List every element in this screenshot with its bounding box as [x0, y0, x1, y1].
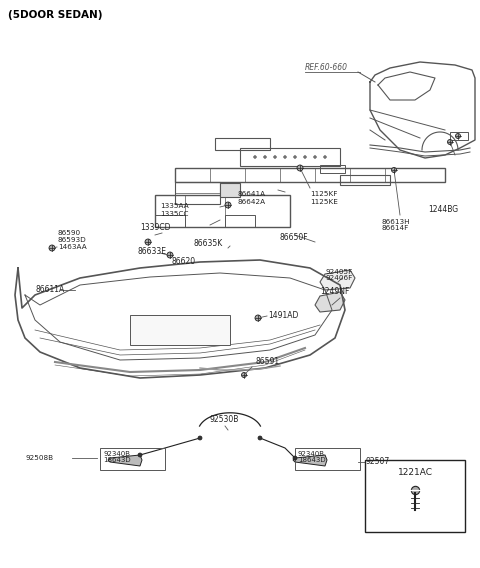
- Circle shape: [138, 453, 142, 457]
- Polygon shape: [293, 455, 327, 466]
- Bar: [155, 195, 290, 227]
- Bar: [155, 215, 185, 227]
- Text: 86650F: 86650F: [280, 233, 309, 243]
- Text: 86590
86593D
1463AA: 86590 86593D 1463AA: [58, 230, 87, 250]
- Text: 86591: 86591: [255, 357, 279, 366]
- Circle shape: [297, 165, 303, 171]
- Bar: [225, 215, 255, 227]
- Polygon shape: [315, 292, 345, 312]
- Circle shape: [225, 202, 231, 208]
- Text: 1491AD: 1491AD: [268, 311, 299, 319]
- Bar: [215, 138, 270, 150]
- Bar: [240, 148, 340, 166]
- Bar: [295, 448, 360, 470]
- Circle shape: [145, 239, 151, 245]
- Circle shape: [241, 373, 247, 378]
- Text: 1221AC: 1221AC: [397, 468, 432, 477]
- Circle shape: [264, 156, 266, 158]
- Text: 1335AA
1335CC: 1335AA 1335CC: [160, 203, 189, 216]
- Text: 92340B
18643D: 92340B 18643D: [103, 450, 131, 463]
- Circle shape: [392, 168, 396, 173]
- Bar: [175, 182, 220, 204]
- Text: 92340B
18643D: 92340B 18643D: [298, 450, 325, 463]
- Circle shape: [255, 315, 261, 321]
- Text: REF.60-660: REF.60-660: [305, 64, 348, 73]
- Text: 1339CD: 1339CD: [140, 223, 170, 232]
- Circle shape: [294, 156, 296, 158]
- Text: 86611A: 86611A: [35, 286, 64, 294]
- Circle shape: [167, 252, 173, 258]
- Circle shape: [304, 156, 306, 158]
- Polygon shape: [108, 455, 142, 466]
- Circle shape: [324, 156, 326, 158]
- Circle shape: [274, 156, 276, 158]
- Text: 86635K: 86635K: [193, 239, 222, 248]
- Circle shape: [293, 456, 297, 460]
- Circle shape: [254, 156, 256, 158]
- Text: 86620: 86620: [172, 257, 196, 266]
- Circle shape: [49, 245, 55, 251]
- Text: 86613H
86614F: 86613H 86614F: [382, 219, 410, 232]
- Text: 92530B: 92530B: [210, 416, 240, 424]
- Bar: [220, 183, 240, 197]
- Circle shape: [456, 133, 460, 139]
- Bar: [365, 460, 465, 532]
- Text: 92405F
92406F: 92405F 92406F: [325, 269, 352, 282]
- Text: 1244BG: 1244BG: [428, 206, 458, 215]
- Text: 1249NF: 1249NF: [320, 287, 349, 296]
- Circle shape: [284, 156, 286, 158]
- Text: 86633E: 86633E: [137, 248, 166, 257]
- Text: 86641A
86642A: 86641A 86642A: [238, 191, 266, 204]
- Text: 1125KF
1125KE: 1125KF 1125KE: [310, 191, 338, 204]
- Circle shape: [314, 156, 316, 158]
- Text: 92508B: 92508B: [25, 455, 53, 461]
- Circle shape: [198, 436, 202, 440]
- Polygon shape: [320, 270, 355, 290]
- Bar: [340, 175, 390, 185]
- Bar: [450, 132, 468, 140]
- Circle shape: [258, 436, 262, 440]
- Bar: [130, 315, 230, 345]
- Circle shape: [447, 140, 453, 144]
- Bar: [175, 168, 445, 182]
- Bar: [320, 165, 345, 173]
- Bar: [100, 448, 165, 470]
- Text: (5DOOR SEDAN): (5DOOR SEDAN): [8, 10, 103, 20]
- Text: 92507: 92507: [365, 457, 389, 466]
